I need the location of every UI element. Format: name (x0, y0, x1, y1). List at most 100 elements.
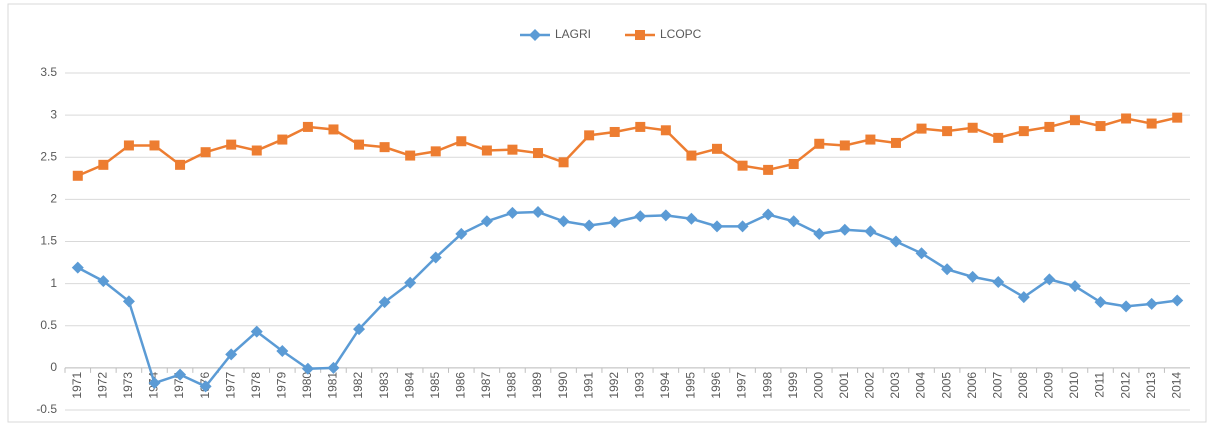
data-point (942, 126, 953, 137)
data-point (966, 270, 979, 283)
data-point (98, 159, 109, 170)
data-point (635, 121, 646, 132)
x-tick-label: 2007 (990, 372, 1004, 399)
x-tick-label: 1995 (684, 372, 698, 399)
data-point (225, 348, 238, 361)
data-point (251, 145, 262, 156)
data-point (123, 140, 134, 151)
data-point (609, 126, 620, 137)
legend-label: LCOPC (660, 27, 702, 41)
x-tick-label: 1975 (172, 372, 186, 399)
x-tick-label: 1989 (530, 372, 544, 399)
data-point (226, 139, 237, 150)
data-point (97, 275, 110, 288)
data-point (1017, 291, 1030, 304)
x-tick-label: 1994 (658, 372, 672, 399)
data-point (659, 209, 672, 222)
x-tick-label: 1971 (70, 372, 84, 399)
x-tick-label: 2005 (939, 372, 953, 399)
data-point (787, 215, 800, 228)
data-point (1171, 294, 1184, 307)
y-tick-label: 3 (50, 107, 57, 121)
chart-frame (7, 3, 1207, 423)
data-point (1069, 115, 1080, 126)
x-tick-label: 2004 (914, 372, 928, 399)
x-tick-label: 1979 (275, 372, 289, 399)
data-point (1043, 273, 1056, 286)
x-tick-label: 2002 (863, 372, 877, 399)
data-point (532, 206, 545, 219)
x-tick-label: 1992 (607, 372, 621, 399)
x-tick-label: 1991 (581, 372, 595, 399)
data-point (814, 138, 825, 149)
data-point (583, 219, 596, 232)
data-point (686, 150, 697, 161)
y-tick-label: 1.5 (40, 234, 57, 248)
x-tick-label: 2013 (1144, 372, 1158, 399)
data-point (378, 296, 391, 309)
y-tick-label: 0.5 (40, 318, 57, 332)
x-tick-label: 2008 (1016, 372, 1030, 399)
data-point (122, 295, 135, 308)
data-point (557, 215, 570, 228)
x-tick-label: 1985 (428, 372, 442, 399)
data-point (762, 208, 775, 221)
x-tick-label: 1986 (453, 372, 467, 399)
x-tick-label: 1980 (300, 372, 314, 399)
y-tick-label: -0.5 (36, 402, 57, 416)
data-point (175, 159, 186, 170)
data-point (813, 227, 826, 240)
y-tick-label: 2.5 (40, 149, 57, 163)
data-point (788, 158, 799, 169)
data-point (1172, 112, 1183, 123)
data-point (736, 220, 749, 233)
data-point (1044, 121, 1055, 132)
data-point (838, 223, 851, 236)
data-point (405, 150, 416, 161)
data-point (634, 210, 647, 223)
data-point (1146, 118, 1157, 129)
data-point (148, 377, 161, 390)
x-tick-label: 1981 (326, 372, 340, 399)
data-point (889, 235, 902, 248)
data-point (276, 345, 289, 358)
y-tick-label: 3.5 (40, 65, 57, 79)
x-tick-label: 2010 (1067, 372, 1081, 399)
x-tick-label: 1999 (786, 372, 800, 399)
x-tick-label: 2009 (1042, 372, 1056, 399)
data-point (507, 144, 518, 155)
data-point (915, 247, 928, 260)
legend-marker (529, 29, 541, 41)
data-point (302, 121, 313, 132)
data-point (1121, 113, 1132, 124)
x-tick-label: 1988 (505, 372, 519, 399)
data-point (660, 125, 671, 136)
data-point (711, 143, 722, 154)
x-tick-label: 1997 (735, 372, 749, 399)
x-tick-label: 1972 (96, 372, 110, 399)
data-point (993, 132, 1004, 143)
data-point (455, 227, 468, 240)
x-tick-label: 2014 (1169, 372, 1183, 399)
data-point (199, 380, 212, 393)
data-point (763, 164, 774, 175)
x-tick-label: 2011 (1093, 372, 1107, 398)
data-point (1145, 297, 1158, 310)
data-point (174, 368, 187, 381)
x-tick-label: 2006 (965, 372, 979, 399)
x-tick-label: 1984 (402, 372, 416, 399)
x-tick-label: 1977 (223, 372, 237, 399)
data-point (1120, 300, 1133, 313)
data-point (865, 134, 876, 145)
y-tick-label: 2 (50, 192, 57, 206)
data-point (404, 276, 417, 289)
data-point (200, 147, 211, 158)
data-point (1095, 121, 1106, 132)
x-tick-label: 1973 (121, 372, 135, 399)
legend-label: LAGRI (555, 27, 591, 41)
data-point (558, 157, 569, 168)
x-tick-label: 1998 (760, 372, 774, 399)
data-point (379, 142, 390, 153)
data-point (71, 261, 84, 274)
data-point (839, 140, 850, 151)
